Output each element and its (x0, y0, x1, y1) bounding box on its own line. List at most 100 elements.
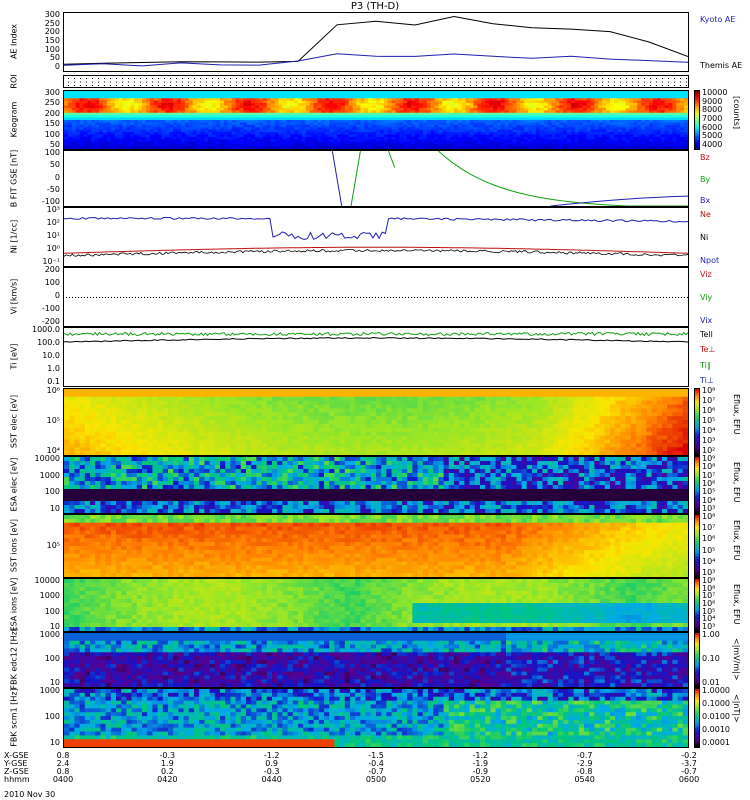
keogram-cell (196, 136, 201, 140)
keogram-cell (223, 98, 229, 102)
keogram-cell (286, 93, 291, 97)
keogram-cell (181, 103, 186, 106)
keogram-cell (204, 136, 209, 140)
keogram-cell (578, 129, 584, 133)
keogram-cell (520, 136, 525, 140)
keogram-cell (407, 136, 412, 140)
keogram-cell (500, 98, 506, 102)
keogram-cell (376, 93, 381, 97)
keogram-cell (251, 117, 256, 121)
sste-cell (157, 389, 164, 394)
keogram-cell (434, 91, 439, 94)
keogram-cell (418, 95, 424, 99)
keogram-cell (364, 134, 369, 138)
keogram-cell (181, 129, 186, 133)
keogram-cell (313, 120, 318, 123)
keogram-cell (621, 95, 627, 99)
ni-line (64, 249, 688, 257)
keogram-cell (512, 146, 517, 149)
keogram-cell (301, 139, 307, 143)
keogram-cell (99, 139, 104, 143)
keogram-cell (672, 141, 677, 145)
keogram-cell (411, 122, 416, 126)
keogram-cell (551, 110, 556, 114)
keogram-cell (500, 93, 506, 97)
keogram-cell (477, 134, 482, 138)
keogram-cell (305, 95, 311, 99)
keogram-cell (407, 122, 412, 126)
keogram-cell (153, 127, 159, 131)
keogram-cell (461, 103, 467, 106)
keogram-cell (325, 98, 330, 102)
panel-ni-ylabel: Ni [1/cc] (9, 219, 19, 254)
keogram-cell (262, 141, 268, 145)
sste-cell (126, 389, 133, 394)
keogram-cell (656, 93, 662, 97)
roi-dot (260, 78, 261, 79)
keogram-cell (415, 98, 420, 102)
keogram-cell (485, 146, 490, 149)
keogram-cell (610, 127, 615, 131)
keogram-cell (567, 112, 572, 116)
keogram-cell (243, 132, 248, 135)
vi-zero-dot (465, 297, 466, 298)
keogram-cell (450, 129, 455, 133)
vi-zero-dot (381, 297, 382, 298)
keogram-cell (528, 105, 533, 109)
keogram-cell (64, 136, 69, 140)
keogram-cell (294, 141, 299, 145)
vi-zero-dot (357, 297, 358, 298)
keogram-cell (586, 103, 591, 106)
keogram-cell (606, 93, 611, 97)
keogram-cell (641, 120, 646, 123)
keogram-cell (676, 110, 681, 114)
keogram-cell (547, 127, 552, 131)
roi-dot (254, 85, 255, 86)
keogram-cell (169, 103, 174, 106)
keogram-cell (450, 124, 455, 128)
keogram-cell (422, 136, 428, 140)
keogram-cell (563, 136, 568, 140)
keogram-cell (512, 134, 517, 138)
keogram-cell (621, 110, 627, 114)
sste-cell (126, 439, 133, 444)
keogram-cell (118, 107, 123, 111)
keogram-cell (625, 98, 630, 102)
keogram-cell (344, 100, 350, 104)
panel-keo-cbunit: [counts] (732, 96, 741, 129)
keogram-cell (415, 139, 420, 143)
sste-cell (116, 408, 122, 413)
keogram-cell (543, 115, 549, 119)
roi-dot (548, 85, 549, 86)
sste-cell (209, 451, 216, 455)
roi-dot (572, 81, 573, 83)
keogram-cell (496, 112, 502, 116)
sste-cell (105, 447, 112, 452)
keogram-cell (543, 120, 549, 123)
sste-cell (95, 423, 101, 429)
keogram-cell (407, 129, 412, 133)
keogram-cell (71, 127, 77, 131)
keogram-cell (422, 98, 428, 102)
keogram-cell (231, 110, 237, 114)
sste-cell (121, 416, 127, 421)
sste-cell (126, 408, 133, 413)
sste-cell (157, 443, 164, 448)
keogram-cell (110, 105, 116, 109)
sste-cell (69, 408, 75, 413)
bx-line (331, 151, 343, 206)
keogram-cell (415, 115, 420, 119)
keogram-cell (473, 105, 478, 109)
keogram-cell (235, 144, 240, 148)
keogram-cell (110, 127, 116, 131)
vi-zero-dot (498, 297, 499, 298)
keogram-cell (532, 139, 537, 143)
keogram-cell (372, 124, 377, 128)
keogram-cell (294, 132, 299, 135)
keogram-cell (621, 139, 627, 143)
keogram-cell (200, 91, 205, 94)
panel-keo-ytick: 150 (44, 119, 60, 129)
keogram-cell (130, 146, 135, 149)
keogram-cell (91, 91, 96, 94)
keogram-cell (637, 124, 642, 128)
